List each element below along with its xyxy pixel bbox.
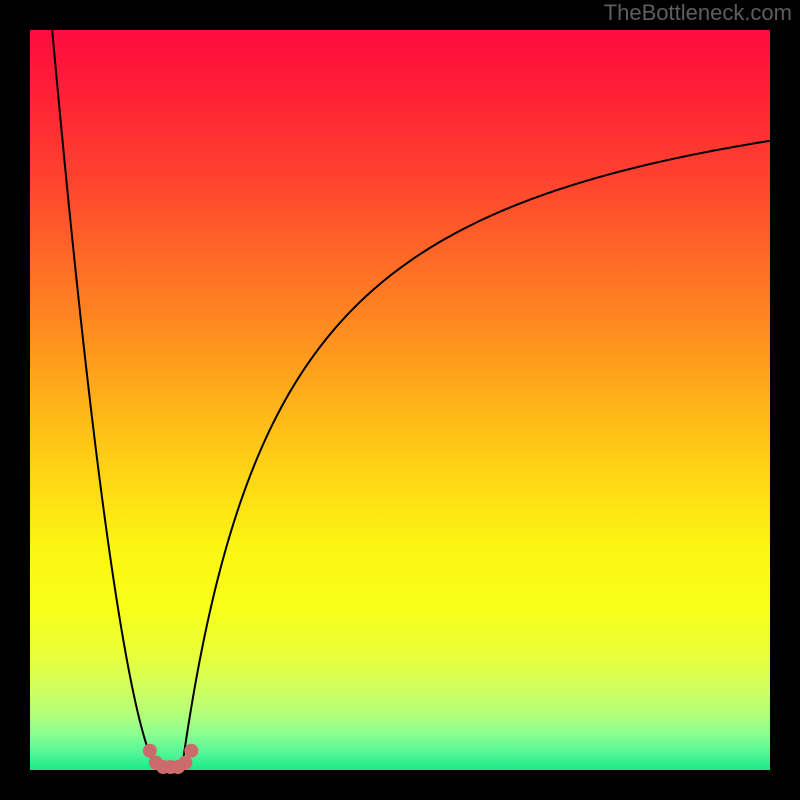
curve-marker	[143, 744, 157, 758]
plot-background	[30, 30, 770, 770]
bottleneck-chart	[0, 0, 800, 800]
watermark-text: TheBottleneck.com	[604, 0, 792, 26]
curve-marker	[178, 756, 192, 770]
curve-marker	[184, 744, 198, 758]
